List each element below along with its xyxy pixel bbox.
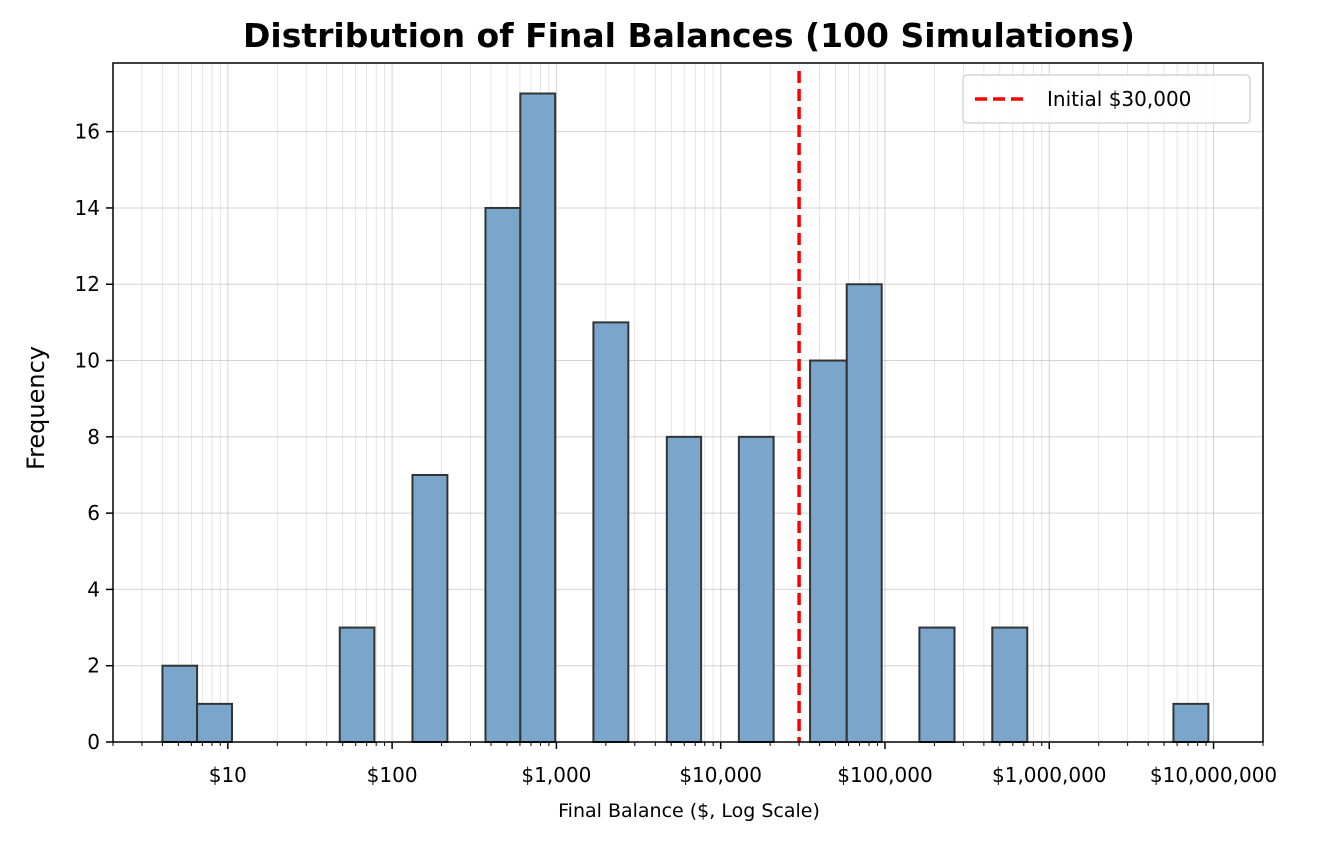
histogram-bar bbox=[991, 626, 1029, 743]
histogram-bar bbox=[845, 283, 883, 743]
y-tick-label: 12 bbox=[75, 272, 100, 296]
chart-title: Distribution of Final Balances (100 Simu… bbox=[243, 16, 1135, 55]
y-tick-label: 0 bbox=[87, 730, 100, 754]
x-tick-label: $100,000 bbox=[837, 763, 932, 787]
x-tick-label: $10,000,000 bbox=[1150, 763, 1277, 787]
y-tick-label: 8 bbox=[87, 425, 100, 449]
x-tick-label: $10 bbox=[209, 763, 247, 787]
y-tick-label: 4 bbox=[87, 577, 100, 601]
histogram-bar bbox=[592, 321, 630, 743]
x-tick-label: $1,000,000 bbox=[992, 763, 1107, 787]
histogram-bar bbox=[809, 359, 848, 743]
plot-frame bbox=[112, 62, 1264, 743]
x-tick-label: $100 bbox=[367, 763, 418, 787]
histogram-bar bbox=[665, 435, 703, 743]
histogram-bar bbox=[484, 206, 522, 743]
axis-ticks: 0 2 4 6 8 10 12 14 16 $10 $100 $1,000 $10,000 $100,00… bbox=[75, 120, 1278, 787]
legend-label-initial: Initial $30,000 bbox=[1047, 87, 1191, 111]
y-tick-label: 2 bbox=[87, 654, 100, 678]
y-tick-label: 16 bbox=[75, 120, 100, 144]
y-tick-label: 14 bbox=[75, 196, 100, 220]
histogram-bars bbox=[161, 92, 1210, 744]
y-axis-label: Frequency bbox=[22, 346, 50, 470]
histogram-bar bbox=[737, 435, 775, 743]
histogram-bar bbox=[196, 702, 233, 744]
histogram-bar bbox=[1172, 702, 1210, 744]
histogram-bar bbox=[411, 473, 449, 743]
legend-box bbox=[962, 74, 1251, 124]
histogram-bar bbox=[519, 92, 557, 744]
x-tick-label: $10,000 bbox=[679, 763, 762, 787]
y-tick-label: 6 bbox=[87, 501, 100, 525]
histogram-bar bbox=[338, 626, 376, 743]
x-tick-label: $1,000 bbox=[521, 763, 591, 787]
x-axis-label: Final Balance ($, Log Scale) bbox=[558, 800, 820, 822]
y-tick-label: 10 bbox=[75, 349, 100, 373]
histogram-bar bbox=[918, 626, 956, 743]
legend: Initial $30,000 bbox=[962, 74, 1251, 124]
histogram-bar bbox=[161, 664, 199, 744]
